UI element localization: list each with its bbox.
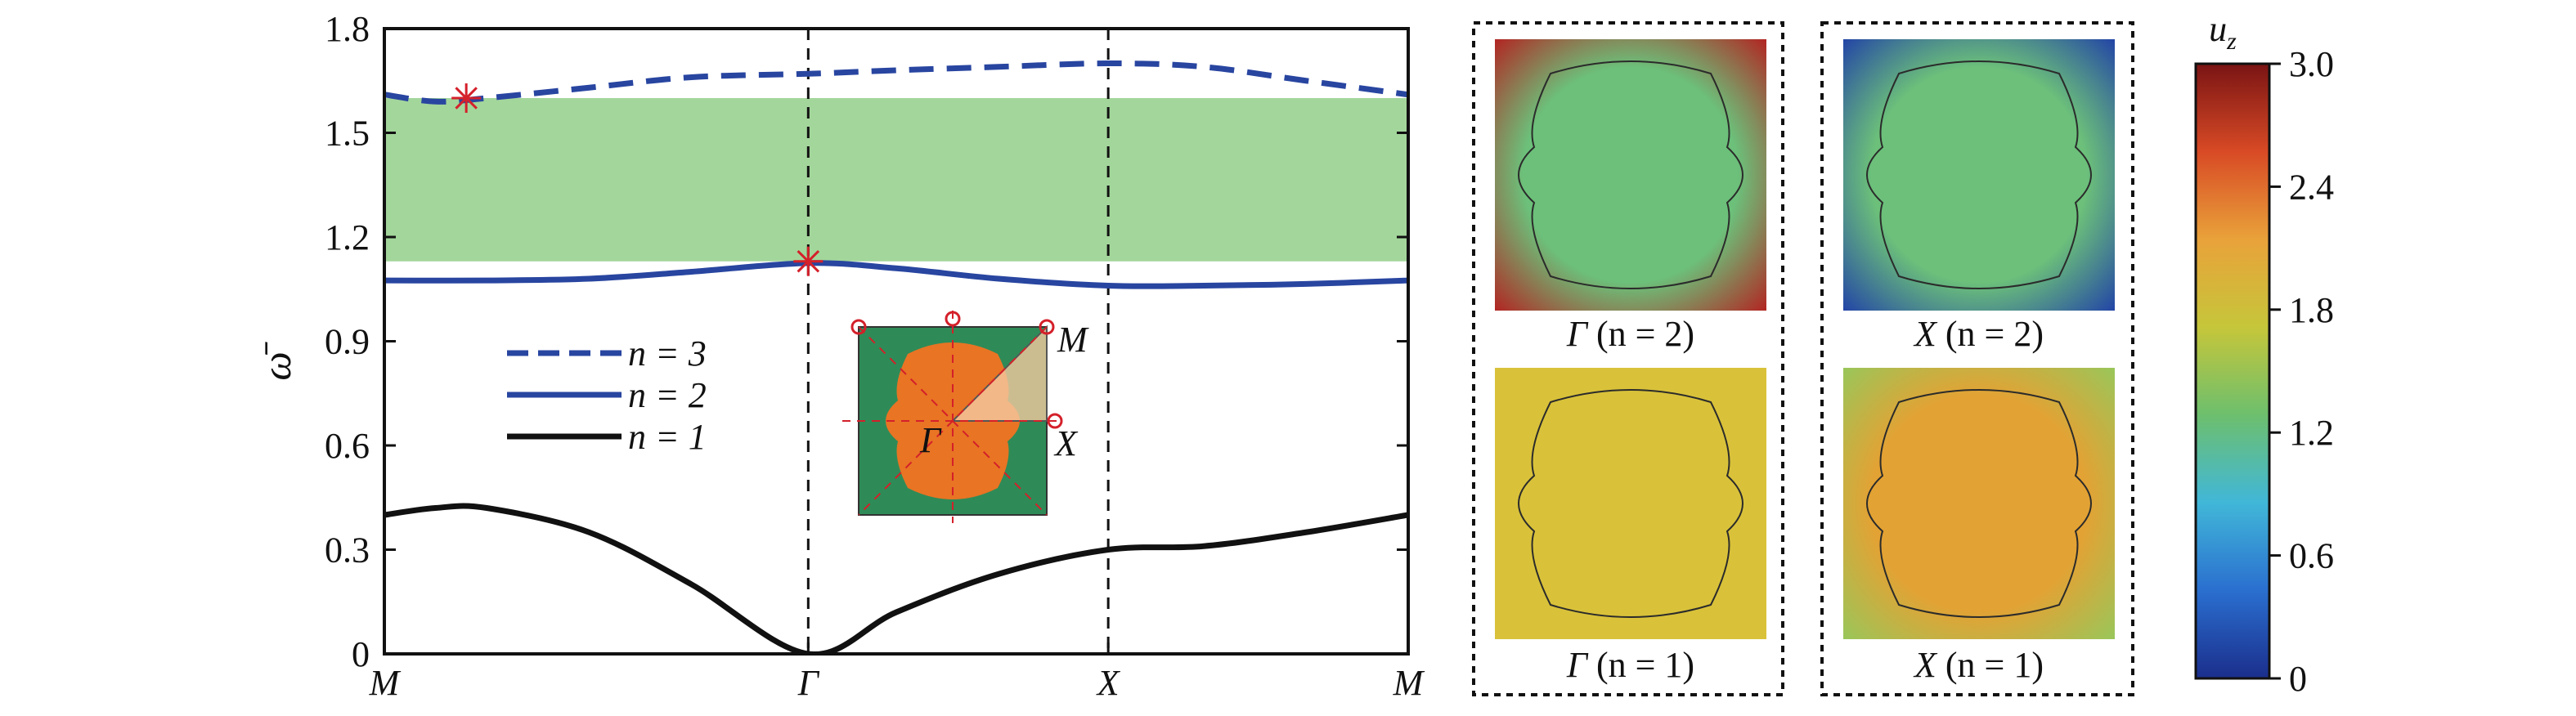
band-structure-chart: 0 0.3 0.6 0.9 1.2 1.5 1.8 M Γ X M ω̄ n = 3 n = 2 …: [254, 9, 1425, 703]
colorbar-tick-label-5: 3.0: [2289, 44, 2334, 84]
colorbar-label: uz: [2209, 9, 2237, 55]
x-tick-label-3: M: [1393, 663, 1425, 703]
colorbar-tick-label-3: 1.8: [2289, 290, 2334, 330]
inset-label-X: X: [1053, 423, 1079, 463]
colorbar-gradient: [2194, 62, 2271, 680]
y-axis: 0 0.3 0.6 0.9 1.2 1.5 1.8: [325, 9, 1408, 674]
mode-map-x-n1: [1843, 368, 2115, 639]
mode-map-gamma-n1: [1495, 368, 1766, 639]
y-tick-label-3: 0.9: [325, 322, 370, 362]
x-tick-label-2: X: [1096, 663, 1121, 703]
series-line-2: [384, 503, 1408, 654]
map-caption-x-n2: X (n = 2): [1913, 314, 2044, 354]
inset-dashed-axes: [842, 311, 1063, 523]
y-tick-label-0: 0: [352, 634, 370, 674]
colorbar-tick-label-0: 0: [2289, 659, 2307, 699]
colorbar: 0 0.6 1.2 1.8 2.4 3.0 uz: [2194, 9, 2334, 699]
y-tick-label-4: 1.2: [325, 217, 370, 257]
mode-map-gamma-n2: [1495, 39, 1766, 311]
mode-shape-maps: Γ (n = 2) X (n = 2) Γ (n = 1) X (n = 1): [1472, 21, 2134, 696]
band-gap-region: [384, 98, 1408, 262]
y-axis-label: ω̄: [254, 341, 299, 380]
series-line-1: [384, 260, 1408, 289]
colorbar-ticks: 0 0.6 1.2 1.8 2.4 3.0: [2269, 44, 2334, 699]
legend-label-n1: n = 1: [628, 417, 707, 457]
x-tick-label-1: Γ: [797, 663, 820, 703]
inset-label-M: M: [1057, 320, 1089, 360]
mode-marker-0: [451, 83, 482, 113]
map-caption-gamma-n2: Γ (n = 2): [1566, 314, 1694, 354]
inset-label-Gamma: Γ: [919, 420, 942, 460]
unit-cell-inset: M Γ X: [842, 311, 1089, 523]
map-caption-x-n1: X (n = 1): [1913, 645, 2044, 685]
inclusion-outlines: [1518, 60, 2092, 618]
y-tick-label-6: 1.8: [325, 9, 370, 49]
mode-marker-1: [793, 246, 824, 276]
colorbar-tick-label-2: 1.2: [2289, 413, 2334, 453]
x-tick-label-0: M: [369, 663, 402, 703]
series-line-0: [384, 60, 1408, 105]
legend: n = 3 n = 2 n = 1: [507, 333, 707, 457]
mode-map-x-n2: [1843, 39, 2115, 311]
colorbar-tick-label-1: 0.6: [2289, 536, 2334, 576]
legend-label-n3: n = 3: [628, 333, 707, 374]
colorbar-tick-label-4: 2.4: [2289, 167, 2334, 207]
inset-arrows: [850, 311, 1063, 429]
mode-markers: [451, 83, 824, 276]
y-tick-label-1: 0.3: [325, 530, 370, 571]
series-layer: [384, 60, 1408, 654]
y-tick-label-5: 1.5: [325, 114, 370, 154]
map-caption-gamma-n1: Γ (n = 1): [1566, 645, 1694, 685]
legend-label-n2: n = 2: [628, 375, 707, 415]
y-tick-label-2: 0.6: [325, 426, 370, 466]
